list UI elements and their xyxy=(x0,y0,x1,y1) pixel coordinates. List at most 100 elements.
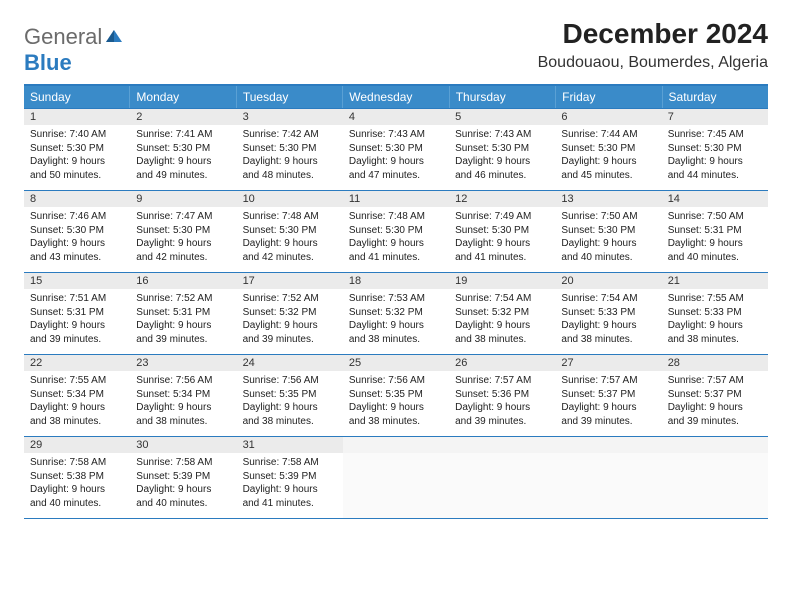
sunrise-text: Sunrise: 7:41 AM xyxy=(136,128,230,142)
daylight-text: Daylight: 9 hours xyxy=(243,483,337,497)
day-cell: Sunrise: 7:52 AMSunset: 5:31 PMDaylight:… xyxy=(130,289,236,354)
day-number: 6 xyxy=(555,109,661,125)
sunset-text: Sunset: 5:31 PM xyxy=(136,306,230,320)
daylight-text: Daylight: 9 hours xyxy=(668,319,762,333)
sunset-text: Sunset: 5:32 PM xyxy=(349,306,443,320)
sunset-text: Sunset: 5:32 PM xyxy=(455,306,549,320)
day-number: 11 xyxy=(343,191,449,207)
daylight-text: and 38 minutes. xyxy=(243,415,337,429)
body-row: Sunrise: 7:51 AMSunset: 5:31 PMDaylight:… xyxy=(24,289,768,354)
sunset-text: Sunset: 5:37 PM xyxy=(561,388,655,402)
daylight-text: and 39 minutes. xyxy=(561,415,655,429)
day-number: 29 xyxy=(24,437,130,453)
day-number: 28 xyxy=(662,355,768,371)
daylight-text: Daylight: 9 hours xyxy=(349,237,443,251)
week-row: 1234567Sunrise: 7:40 AMSunset: 5:30 PMDa… xyxy=(24,108,768,190)
sunset-text: Sunset: 5:31 PM xyxy=(668,224,762,238)
day-number: 4 xyxy=(343,109,449,125)
daylight-text: and 38 minutes. xyxy=(136,415,230,429)
daylight-text: and 38 minutes. xyxy=(455,333,549,347)
day-cell: Sunrise: 7:48 AMSunset: 5:30 PMDaylight:… xyxy=(237,207,343,272)
day-number xyxy=(662,437,768,453)
daylight-text: and 41 minutes. xyxy=(455,251,549,265)
day-number: 5 xyxy=(449,109,555,125)
day-cell xyxy=(555,453,661,518)
daylight-text: and 46 minutes. xyxy=(455,169,549,183)
body-row: Sunrise: 7:46 AMSunset: 5:30 PMDaylight:… xyxy=(24,207,768,272)
sunset-text: Sunset: 5:36 PM xyxy=(455,388,549,402)
day-number: 14 xyxy=(662,191,768,207)
day-cell: Sunrise: 7:45 AMSunset: 5:30 PMDaylight:… xyxy=(662,125,768,190)
day-cell: Sunrise: 7:48 AMSunset: 5:30 PMDaylight:… xyxy=(343,207,449,272)
day-number: 12 xyxy=(449,191,555,207)
daylight-text: and 39 minutes. xyxy=(668,415,762,429)
daylight-text: and 39 minutes. xyxy=(136,333,230,347)
daylight-text: Daylight: 9 hours xyxy=(349,401,443,415)
sunrise-text: Sunrise: 7:50 AM xyxy=(668,210,762,224)
sunrise-text: Sunrise: 7:50 AM xyxy=(561,210,655,224)
daylight-text: Daylight: 9 hours xyxy=(349,319,443,333)
brand-general: General xyxy=(24,24,102,49)
daylight-text: Daylight: 9 hours xyxy=(668,237,762,251)
location: Boudouaou, Boumerdes, Algeria xyxy=(538,54,768,72)
sunset-text: Sunset: 5:35 PM xyxy=(243,388,337,402)
sunrise-text: Sunrise: 7:55 AM xyxy=(30,374,124,388)
day-number: 17 xyxy=(237,273,343,289)
day-header-row: Sunday Monday Tuesday Wednesday Thursday… xyxy=(24,86,768,108)
day-cell: Sunrise: 7:53 AMSunset: 5:32 PMDaylight:… xyxy=(343,289,449,354)
sunrise-text: Sunrise: 7:57 AM xyxy=(455,374,549,388)
day-header: Thursday xyxy=(450,86,556,108)
sunrise-text: Sunrise: 7:48 AM xyxy=(243,210,337,224)
sunset-text: Sunset: 5:32 PM xyxy=(243,306,337,320)
day-number: 3 xyxy=(237,109,343,125)
day-cell: Sunrise: 7:44 AMSunset: 5:30 PMDaylight:… xyxy=(555,125,661,190)
daylight-text: Daylight: 9 hours xyxy=(243,237,337,251)
daylight-text: and 40 minutes. xyxy=(561,251,655,265)
daylight-text: Daylight: 9 hours xyxy=(455,401,549,415)
daylight-text: and 39 minutes. xyxy=(30,333,124,347)
daylight-text: and 38 minutes. xyxy=(349,333,443,347)
day-header: Wednesday xyxy=(343,86,449,108)
day-number: 23 xyxy=(130,355,236,371)
daynum-row: 1234567 xyxy=(24,109,768,125)
daylight-text: and 42 minutes. xyxy=(243,251,337,265)
sunset-text: Sunset: 5:39 PM xyxy=(243,470,337,484)
day-cell: Sunrise: 7:56 AMSunset: 5:35 PMDaylight:… xyxy=(343,371,449,436)
day-cell: Sunrise: 7:56 AMSunset: 5:35 PMDaylight:… xyxy=(237,371,343,436)
daylight-text: Daylight: 9 hours xyxy=(136,155,230,169)
daylight-text: and 40 minutes. xyxy=(30,497,124,511)
daylight-text: Daylight: 9 hours xyxy=(668,155,762,169)
sunset-text: Sunset: 5:30 PM xyxy=(243,224,337,238)
sunset-text: Sunset: 5:30 PM xyxy=(668,142,762,156)
day-number: 21 xyxy=(662,273,768,289)
day-number xyxy=(343,437,449,453)
daylight-text: Daylight: 9 hours xyxy=(455,155,549,169)
day-number: 7 xyxy=(662,109,768,125)
sunset-text: Sunset: 5:30 PM xyxy=(30,142,124,156)
day-number: 19 xyxy=(449,273,555,289)
week-row: 22232425262728Sunrise: 7:55 AMSunset: 5:… xyxy=(24,354,768,436)
sunrise-text: Sunrise: 7:52 AM xyxy=(243,292,337,306)
header: General Blue December 2024 Boudouaou, Bo… xyxy=(24,18,768,76)
day-cell: Sunrise: 7:58 AMSunset: 5:38 PMDaylight:… xyxy=(24,453,130,518)
day-cell: Sunrise: 7:51 AMSunset: 5:31 PMDaylight:… xyxy=(24,289,130,354)
day-header: Saturday xyxy=(663,86,768,108)
day-cell: Sunrise: 7:43 AMSunset: 5:30 PMDaylight:… xyxy=(343,125,449,190)
daylight-text: Daylight: 9 hours xyxy=(349,155,443,169)
sunset-text: Sunset: 5:30 PM xyxy=(349,224,443,238)
daylight-text: and 45 minutes. xyxy=(561,169,655,183)
daylight-text: Daylight: 9 hours xyxy=(561,319,655,333)
sunset-text: Sunset: 5:33 PM xyxy=(668,306,762,320)
day-cell: Sunrise: 7:50 AMSunset: 5:31 PMDaylight:… xyxy=(662,207,768,272)
week-row: 293031Sunrise: 7:58 AMSunset: 5:38 PMDay… xyxy=(24,436,768,518)
daylight-text: Daylight: 9 hours xyxy=(30,237,124,251)
sail-icon xyxy=(104,24,124,50)
sunset-text: Sunset: 5:30 PM xyxy=(349,142,443,156)
day-cell: Sunrise: 7:54 AMSunset: 5:33 PMDaylight:… xyxy=(555,289,661,354)
day-number xyxy=(555,437,661,453)
day-number: 10 xyxy=(237,191,343,207)
month-title: December 2024 xyxy=(538,18,768,50)
sunrise-text: Sunrise: 7:57 AM xyxy=(561,374,655,388)
day-number: 26 xyxy=(449,355,555,371)
daylight-text: Daylight: 9 hours xyxy=(136,483,230,497)
